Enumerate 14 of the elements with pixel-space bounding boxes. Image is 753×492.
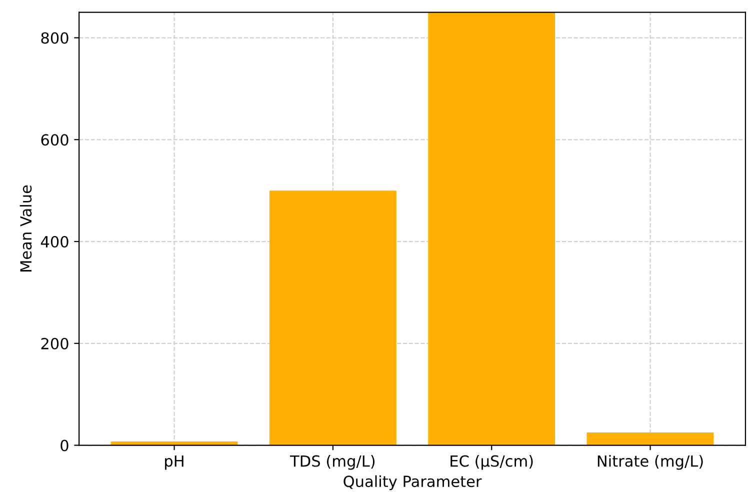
y-tick-label: 400 (40, 236, 68, 248)
x-tick-label: EC (µS/cm) (450, 455, 533, 470)
bar (269, 190, 396, 446)
x-axis-title: Quality Parameter (344, 475, 482, 490)
bar (586, 432, 714, 446)
y-tick-label: 800 (41, 32, 68, 44)
y-tick-label: 0 (60, 440, 68, 452)
x-tick-label: Nitrate (mg/L) (598, 454, 703, 470)
x-tick-label: pH (165, 455, 184, 470)
y-axis-title: Mean Value (20, 185, 32, 272)
bar (428, 12, 556, 446)
y-tick-label: 600 (41, 134, 68, 146)
x-tick-label: TDS (mg/L) (290, 455, 375, 470)
y-tick-label: 200 (41, 338, 68, 350)
